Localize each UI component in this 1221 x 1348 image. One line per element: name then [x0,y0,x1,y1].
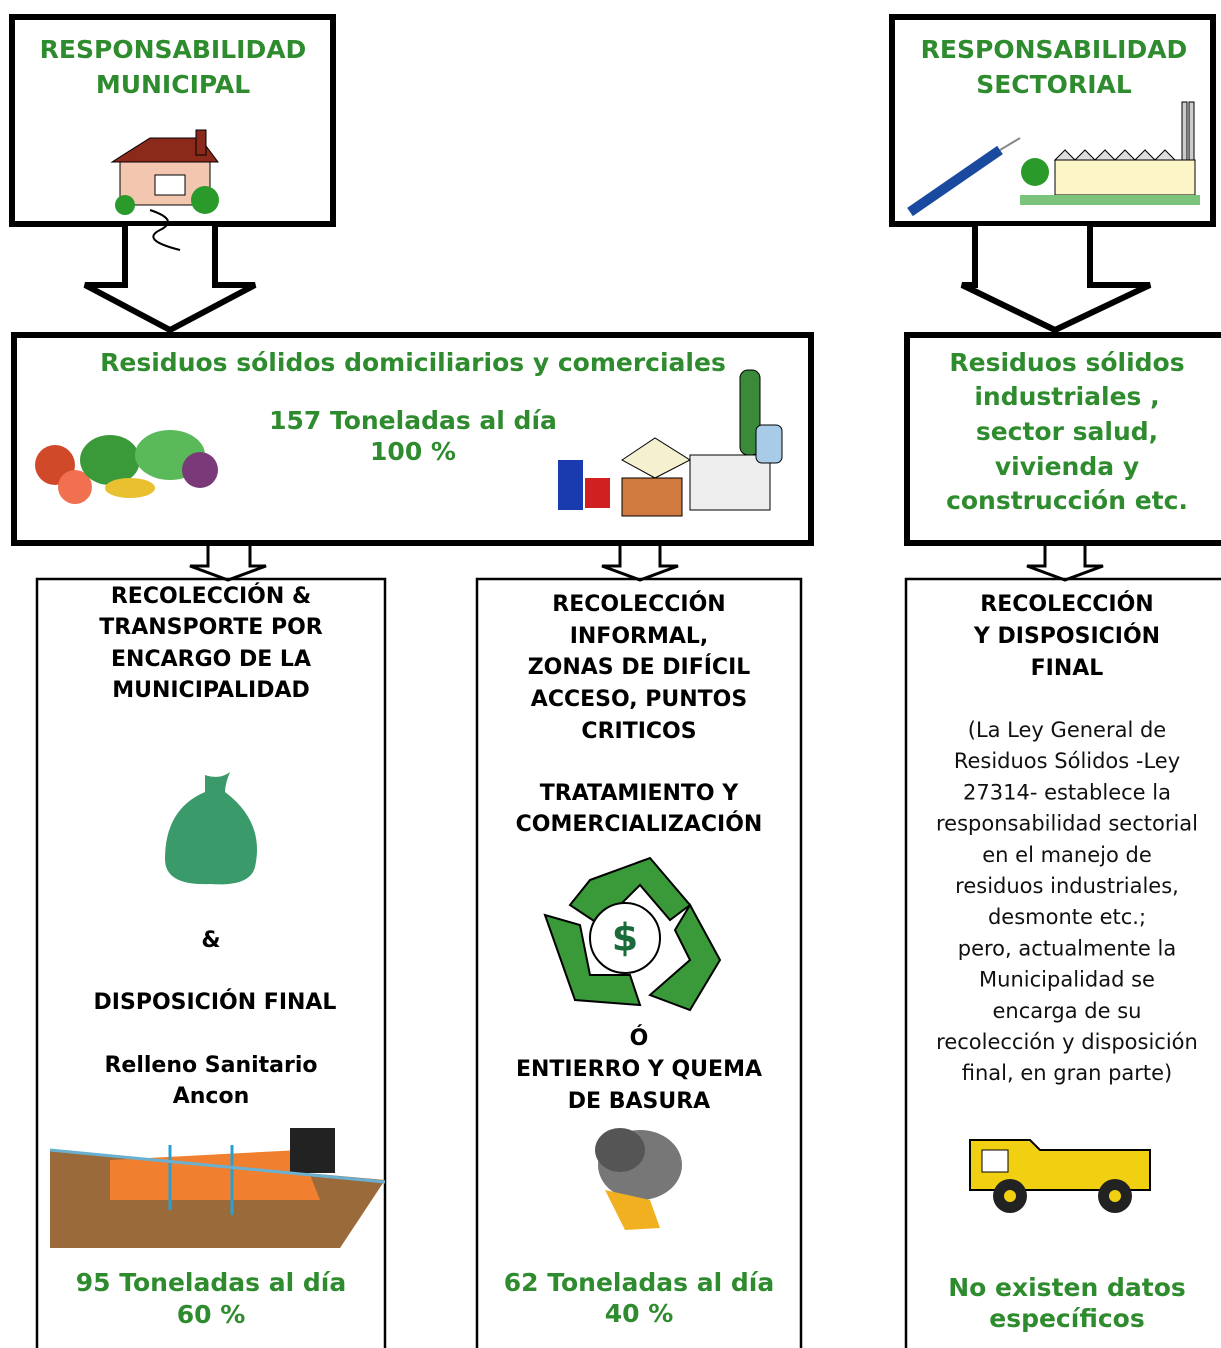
heading: RECOLECCIÓN [980,591,1153,617]
heading: DISPOSICIÓN FINAL [94,989,337,1015]
footer: No existen datos [948,1273,1186,1302]
amount: 62 Toneladas al día [504,1268,774,1297]
sector-collection-box [906,579,1221,1348]
heading: ENCARGO DE LA [111,647,311,672]
truck-icon [970,1140,1150,1213]
percent: 40 % [605,1299,674,1328]
note: final, en gran parte) [962,1061,1173,1085]
title: Residuos sólidos domiciliarios y comerci… [100,348,726,377]
heading: CRITICOS [581,719,696,744]
arrow [962,226,1150,330]
heading: INFORMAL, [570,624,709,649]
title: RESPONSABILIDAD [921,35,1188,64]
amount: 95 Toneladas al día [76,1268,346,1297]
note: residuos industriales, [955,874,1179,898]
heading: RECOLECCIÓN [552,591,725,617]
note: Residuos Sólidos -Ley [954,749,1180,773]
heading: MUNICIPALIDAD [112,678,310,703]
note: en el manejo de [982,843,1152,867]
title: SECTORIAL [976,70,1132,99]
percent: 60 % [177,1300,246,1329]
note: recolección y disposición [936,1030,1198,1054]
recycle-icon: $ [545,858,720,1010]
heading: TRATAMIENTO Y [540,781,739,806]
text: Ancon [173,1084,250,1109]
text: Relleno Sanitario [104,1053,317,1078]
arrow [602,546,678,580]
text: Ó [630,1025,649,1051]
percent: 100 % [370,437,456,466]
title: MUNICIPAL [96,70,250,99]
arrow [85,226,255,330]
smoke-icon [595,1128,682,1230]
heading: TRANSPORTE POR [99,615,323,640]
note: desmonte etc.; [988,905,1146,929]
note: pero, actualmente la [958,936,1177,960]
note: responsabilidad sectorial [936,812,1198,836]
heading: ACCESO, PUNTOS [531,687,747,712]
arrow [1027,546,1103,580]
note: 27314- establece la [963,780,1171,804]
arrow [190,546,266,580]
title: sector salud, [976,417,1158,446]
heading: DE BASURA [568,1089,710,1114]
heading: ENTIERRO Y QUEMA [516,1057,762,1082]
amount: 157 Toneladas al día [269,406,557,435]
heading: FINAL [1031,656,1104,681]
bag-icon [165,772,257,884]
heading: ZONAS DE DIFÍCIL [528,654,751,680]
title: construcción etc. [946,486,1188,515]
title: industriales , [974,382,1159,411]
landfill-icon [50,1128,385,1248]
note: encarga de su [993,999,1142,1023]
title: Residuos sólidos [949,348,1184,377]
text: & [201,928,220,953]
title: vivienda y [995,452,1139,481]
title: RESPONSABILIDAD [40,35,307,64]
heading: Y DISPOSICIÓN [973,623,1160,649]
footer: específicos [989,1304,1144,1333]
note: (La Ley General de [968,718,1166,742]
note: Municipalidad se [979,968,1155,992]
heading: COMERCIALIZACIÓN [516,811,763,837]
svg-text:$: $ [612,916,638,960]
diagram: $ RESPONSABILIDAD MUNICIPAL RESPONSABILIDA… [0,0,1221,1348]
heading: RECOLECCIÓN & [111,583,311,609]
